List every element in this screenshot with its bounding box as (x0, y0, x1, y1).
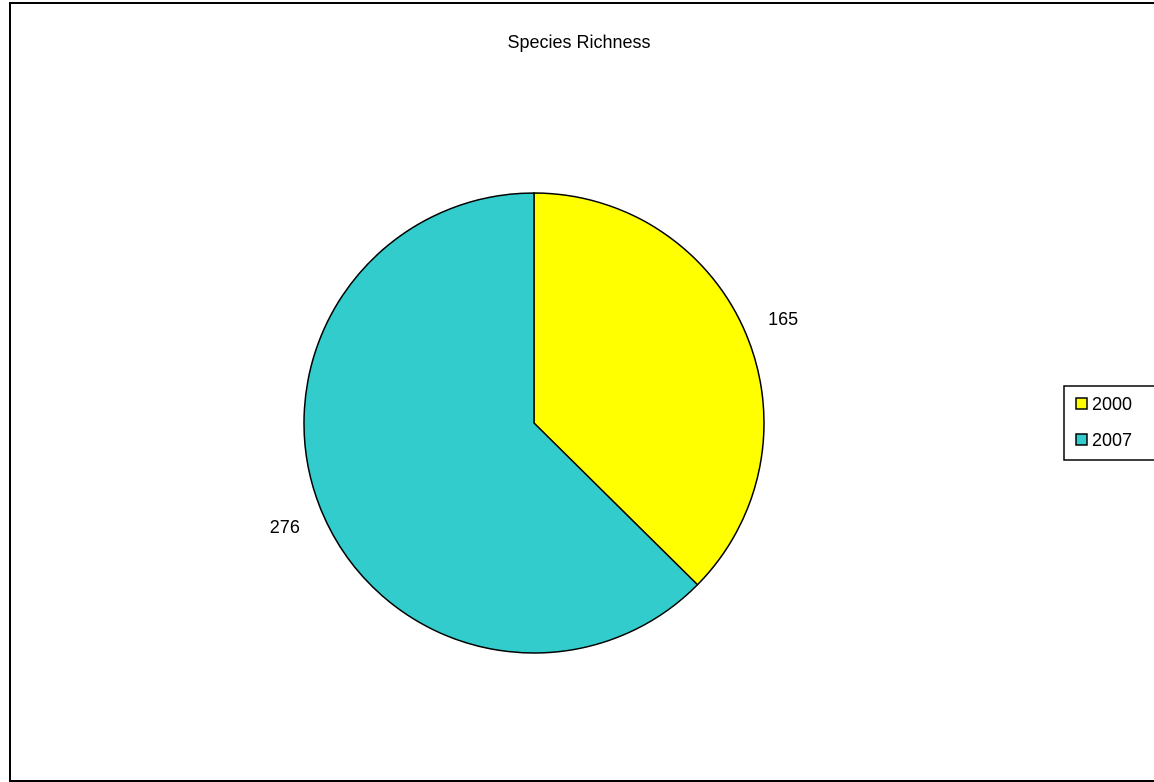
legend-swatch-2000 (1075, 397, 1088, 410)
pie-slice-2007 (303, 192, 699, 654)
data-label-2000: 165 (768, 309, 798, 329)
pie-slice-2000 (533, 192, 765, 586)
legend-label-2000: 2000 (1092, 394, 1132, 414)
legend-label-2007: 2007 (1092, 430, 1132, 450)
legend-swatch-2007 (1075, 433, 1088, 446)
legend: 2000 2007 (1063, 385, 1154, 461)
chart-title: Species Richness (507, 32, 650, 52)
pie-slices (303, 192, 765, 654)
pie-chart: Species Richness 165 276 2000 2007 (270, 32, 1154, 654)
pie-data-labels: 165 276 (270, 309, 798, 537)
data-label-2007: 276 (270, 517, 300, 537)
